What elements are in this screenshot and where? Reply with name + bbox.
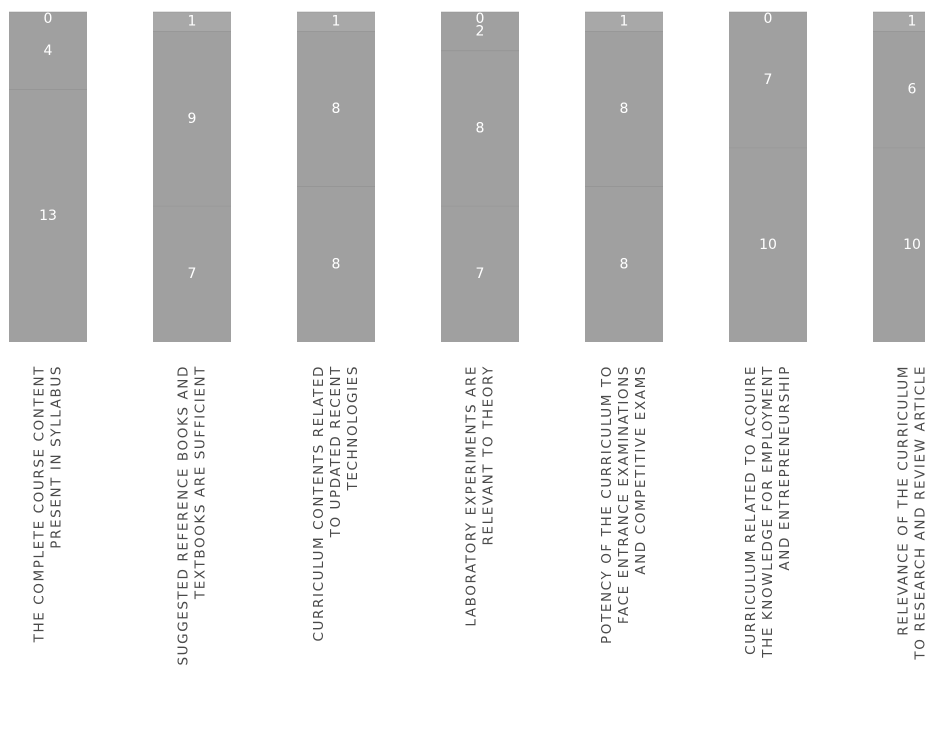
data-label: 1 xyxy=(620,14,629,30)
category-label: TO UPDATED RECENT xyxy=(328,365,344,538)
data-label: 1 xyxy=(188,14,197,30)
category-labels-group: THE COMPLETE COURSE CONTENT PRESENT IN SY… xyxy=(32,365,925,666)
data-label: 8 xyxy=(332,101,341,117)
data-label: 6 xyxy=(908,82,917,98)
data-label: 13 xyxy=(39,208,57,224)
data-label: 1 xyxy=(332,14,341,30)
bar-segment xyxy=(729,147,807,342)
data-label: 7 xyxy=(764,72,773,88)
category-label: THE KNOWLEDGE FOR EMPLOYMENT xyxy=(760,365,776,659)
data-label: 8 xyxy=(476,120,485,136)
category-label: AND COMPETITIVE EXAMS xyxy=(633,365,649,575)
data-label: 7 xyxy=(476,266,485,282)
category-label: CURRICULUM RELATED TO ACQUIRE xyxy=(743,365,759,655)
data-label: 0 xyxy=(44,11,53,27)
data-label: 8 xyxy=(620,256,629,272)
data-label: 0 xyxy=(476,11,485,27)
category-label: THE COMPLETE COURSE CONTENT xyxy=(32,365,48,643)
category-label: TO RESEARCH AND REVIEW ARTICLE xyxy=(913,365,925,661)
data-label: 2 xyxy=(476,23,485,39)
category-label: CURRICULUM CONTENTS RELATED xyxy=(311,365,327,641)
bar-segment xyxy=(585,186,663,342)
bars-group xyxy=(9,11,925,342)
bar-segment xyxy=(9,12,87,90)
data-label: 10 xyxy=(759,237,777,253)
category-label: AND ENTREPRENEURSHIP xyxy=(777,365,793,571)
category-label: RELEVANT TO THEORY xyxy=(481,365,497,545)
bar-segment xyxy=(441,12,519,51)
data-label: 0 xyxy=(764,11,773,27)
bar-segment xyxy=(873,147,925,342)
bar-segment xyxy=(153,31,231,207)
data-label: 8 xyxy=(620,101,629,117)
category-label: PRESENT IN SYLLABUS xyxy=(49,365,65,549)
bar-segment xyxy=(297,12,375,32)
bar-segment xyxy=(873,12,925,32)
data-label: 10 xyxy=(903,237,921,253)
category-label: POTENCY OF THE CURRICULUM TO xyxy=(599,365,615,644)
bar-segment xyxy=(153,12,231,32)
category-label: SUGGESTED REFERENCE BOOKS AND xyxy=(176,365,192,666)
category-label: FACE ENTRANCE EXAMINATIONS xyxy=(616,365,632,624)
data-label: 7 xyxy=(188,266,197,282)
bar-segment xyxy=(153,206,231,342)
bar-segment xyxy=(297,186,375,342)
data-label: 8 xyxy=(332,256,341,272)
bar-segment xyxy=(585,12,663,32)
bar-segment xyxy=(297,31,375,187)
category-label: TEXTBOOKS ARE SUFFICIENT xyxy=(193,365,209,600)
data-label: 1 xyxy=(908,14,917,30)
bar-segment xyxy=(441,50,519,207)
category-label: LABORATORY EXPERIMENTS ARE xyxy=(464,365,480,627)
data-label: 9 xyxy=(188,111,197,127)
data-label: 4 xyxy=(44,43,53,59)
bar-segment xyxy=(9,89,87,342)
category-label: RELEVANCE OF THE CURRICULUM xyxy=(896,365,912,636)
bar-segment xyxy=(441,206,519,342)
bar-segment xyxy=(729,12,807,148)
bar-segment xyxy=(585,31,663,187)
category-label: TECHNOLOGIES xyxy=(345,365,361,492)
bar-segment xyxy=(873,31,925,148)
